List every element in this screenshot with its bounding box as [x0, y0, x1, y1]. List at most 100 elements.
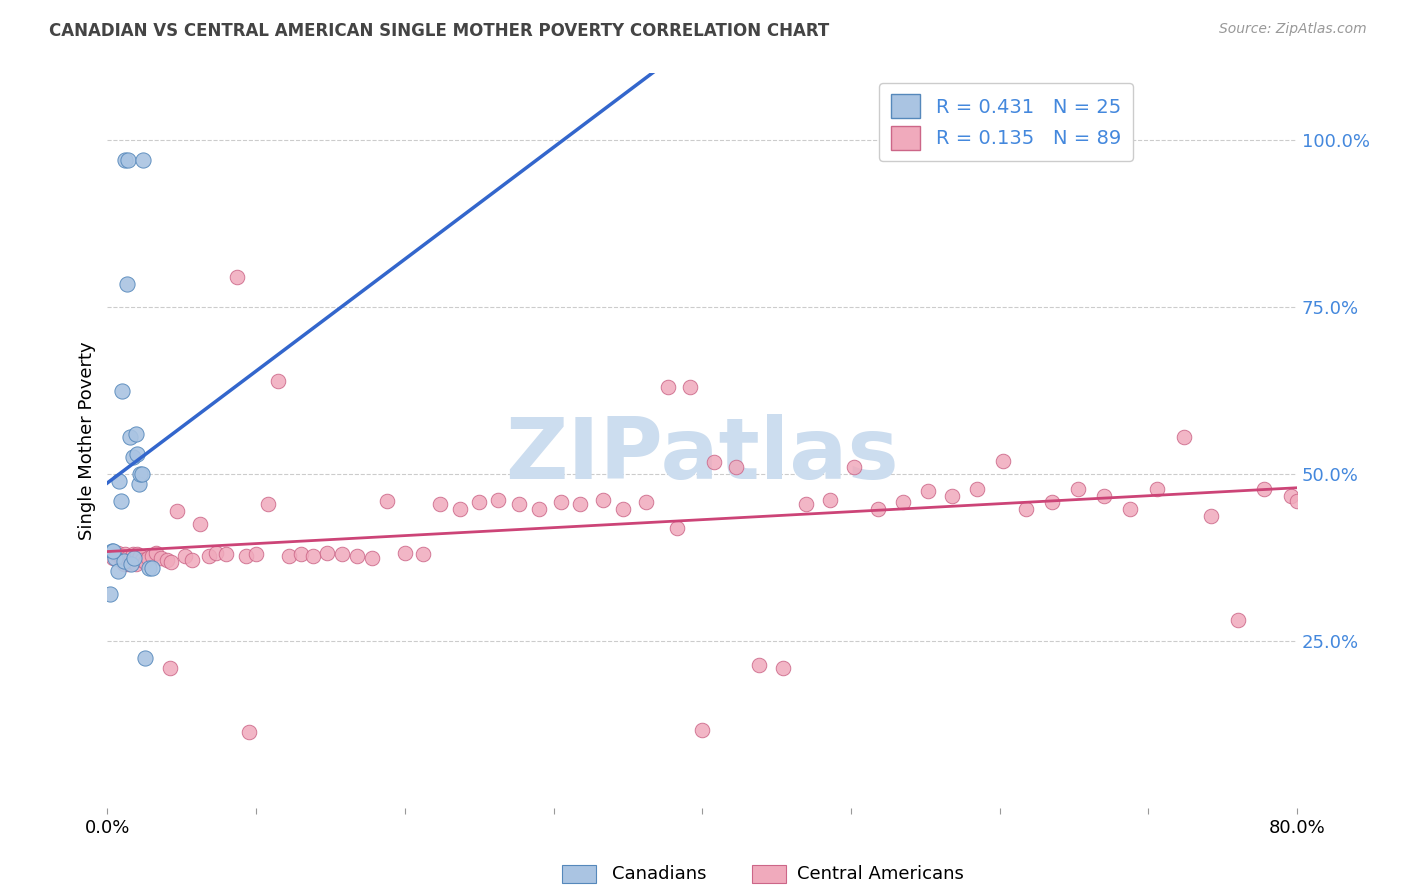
Point [160, 555, 183, 569]
Point [121, 547, 143, 561]
Point [375, 494, 398, 508]
Point [346, 549, 368, 563]
Point [794, 497, 817, 511]
Point [104, 550, 127, 565]
Point [866, 502, 889, 516]
Point [690, 723, 713, 737]
Y-axis label: Single Mother Poverty: Single Mother Poverty [79, 342, 96, 540]
Point [1067, 482, 1090, 496]
Point [941, 489, 963, 503]
Point [149, 550, 172, 565]
Point [205, 546, 228, 560]
Point [215, 547, 238, 561]
Point [127, 447, 149, 461]
Point [111, 384, 134, 398]
Point [197, 549, 219, 563]
Point [112, 558, 135, 572]
Point [134, 555, 156, 569]
Point [225, 269, 247, 284]
Point [98, 587, 121, 601]
Point [634, 495, 657, 509]
Point [120, 558, 142, 572]
Legend: R = 0.431   N = 25, R = 0.135   N = 89: R = 0.431 N = 25, R = 0.135 N = 89 [879, 83, 1133, 161]
Text: Canadians: Canadians [612, 865, 706, 883]
Point [111, 554, 134, 568]
Point [569, 497, 592, 511]
Point [1015, 502, 1038, 516]
Point [725, 460, 748, 475]
Point [166, 504, 188, 518]
Point [592, 492, 614, 507]
Point [121, 450, 143, 465]
Point [235, 549, 257, 563]
Point [1040, 495, 1063, 509]
Point [612, 502, 634, 516]
Point [1173, 430, 1195, 444]
Point [132, 153, 155, 167]
Point [301, 549, 323, 563]
Point [114, 547, 136, 561]
Point [122, 554, 145, 568]
Point [141, 560, 163, 574]
Point [449, 502, 471, 516]
Point [394, 546, 416, 560]
Point [118, 430, 141, 444]
Point [748, 657, 770, 672]
Point [115, 550, 138, 565]
Point [131, 467, 153, 482]
Point [429, 497, 451, 511]
Point [290, 547, 312, 561]
Point [245, 547, 267, 561]
Point [1226, 613, 1249, 627]
Point [508, 497, 530, 511]
Point [124, 558, 146, 572]
Point [108, 474, 131, 488]
Point [527, 502, 550, 516]
Point [1253, 482, 1275, 496]
Point [891, 495, 914, 509]
Point [1286, 494, 1309, 508]
Point [115, 277, 138, 291]
Point [128, 550, 150, 565]
Point [550, 495, 572, 509]
Point [124, 427, 146, 442]
Point [145, 546, 167, 560]
Text: ZIPatlas: ZIPatlas [505, 414, 898, 497]
Point [412, 547, 434, 561]
Point [361, 550, 384, 565]
Point [117, 153, 139, 167]
Point [1146, 482, 1168, 496]
Point [141, 549, 163, 563]
Point [110, 550, 132, 565]
Text: Central Americans: Central Americans [797, 865, 965, 883]
Point [120, 550, 142, 565]
Point [136, 550, 159, 565]
Point [1092, 489, 1115, 503]
Point [468, 495, 491, 509]
Point [257, 497, 280, 511]
Point [129, 467, 152, 482]
Point [1119, 502, 1142, 516]
Point [330, 547, 353, 561]
Point [103, 550, 125, 565]
Point [103, 544, 125, 558]
Point [128, 477, 150, 491]
Point [159, 661, 181, 675]
Point [679, 380, 702, 394]
Point [818, 492, 841, 507]
Point [188, 517, 211, 532]
Point [105, 547, 128, 561]
Point [156, 552, 179, 566]
Point [842, 460, 865, 475]
Point [1199, 508, 1222, 523]
Point [173, 549, 195, 563]
Point [110, 494, 132, 508]
Point [131, 552, 153, 566]
Point [138, 560, 160, 574]
Point [129, 549, 152, 563]
Point [772, 661, 794, 675]
Text: CANADIAN VS CENTRAL AMERICAN SINGLE MOTHER POVERTY CORRELATION CHART: CANADIAN VS CENTRAL AMERICAN SINGLE MOTH… [49, 22, 830, 40]
Point [665, 521, 688, 535]
Point [1279, 489, 1302, 503]
Text: Source: ZipAtlas.com: Source: ZipAtlas.com [1219, 22, 1367, 37]
